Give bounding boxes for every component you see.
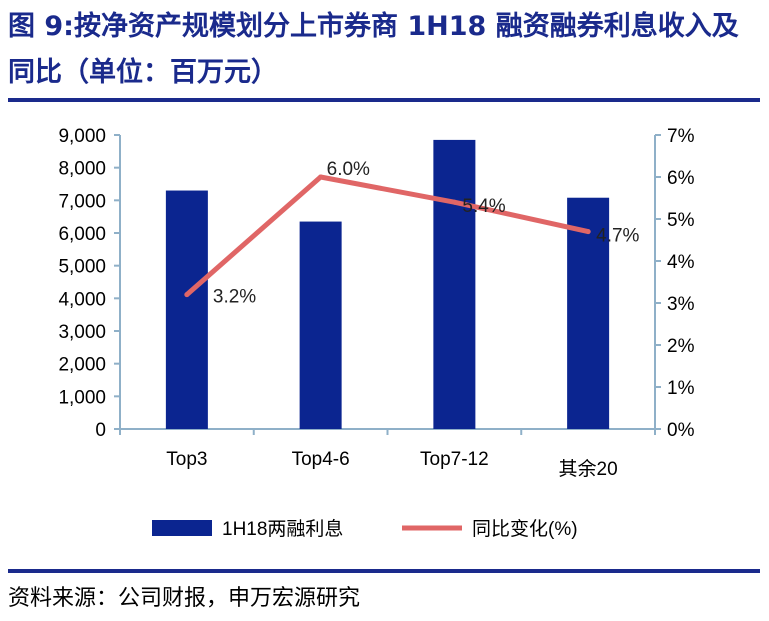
yoy-line <box>184 174 591 298</box>
bar-series <box>165 139 610 429</box>
legend-label-bars: 1H18两融利息 <box>222 518 343 540</box>
right-tick-label: 0% <box>667 420 695 441</box>
data-label: 3.2% <box>213 287 256 308</box>
bar <box>299 221 342 429</box>
line-point <box>451 199 457 205</box>
left-tick-label: 8,000 <box>58 159 106 180</box>
left-tick-label: 6,000 <box>58 224 106 245</box>
x-tick-label: Top7-12 <box>420 449 489 470</box>
right-tick-label: 7% <box>667 126 695 147</box>
bar <box>567 197 610 429</box>
legend-label-line: 同比变化(%) <box>472 518 578 540</box>
legend: 1H18两融利息 同比变化(%) <box>152 518 578 540</box>
x-tick-label: 其余20 <box>559 458 618 480</box>
bar <box>433 139 476 429</box>
left-tick-label: 1,000 <box>58 387 106 408</box>
left-tick-label: 9,000 <box>58 126 106 147</box>
right-tick-label: 3% <box>667 294 695 315</box>
chart: 0 1,000 2,000 3,000 4,000 5,000 6,000 7,000 8,00… <box>58 126 694 540</box>
x-tick-label: Top4-6 <box>292 449 350 470</box>
right-tick-label: 4% <box>667 252 695 273</box>
footer-divider <box>8 569 760 573</box>
line-point <box>585 229 591 235</box>
title-divider <box>8 98 760 102</box>
left-tick-label: 2,000 <box>58 355 106 376</box>
right-tick-label: 5% <box>667 210 695 231</box>
right-tick-label: 2% <box>667 336 695 357</box>
source-note: 资料来源：公司财报，申万宏源研究 <box>8 586 361 611</box>
line-point <box>318 174 324 180</box>
left-tick-label: 5,000 <box>58 257 106 278</box>
bar <box>165 190 208 429</box>
data-label: 4.7% <box>596 226 639 247</box>
left-tick-label: 3,000 <box>58 322 106 343</box>
left-tick-label: 7,000 <box>58 191 106 212</box>
left-tick-label: 0 <box>95 420 106 441</box>
figure-title: 图 9:按净资产规模划分上市券商 1H18 融资融券利息收入及同比（单位：百万元… <box>8 11 739 88</box>
right-tick-label: 1% <box>667 378 695 399</box>
x-tick-label: Top3 <box>166 449 207 470</box>
line-series <box>184 174 591 298</box>
left-tick-label: 4,000 <box>58 289 106 310</box>
line-point <box>184 292 190 298</box>
chart-axes: 0 1,000 2,000 3,000 4,000 5,000 6,000 7,000 8,00… <box>58 126 694 480</box>
legend-swatch-bars <box>152 520 212 536</box>
right-tick-label: 6% <box>667 168 695 189</box>
data-label: 6.0% <box>327 159 370 180</box>
data-labels: 3.2% 6.0% 5.4% 4.7% <box>213 159 640 308</box>
data-label: 5.4% <box>462 196 505 217</box>
